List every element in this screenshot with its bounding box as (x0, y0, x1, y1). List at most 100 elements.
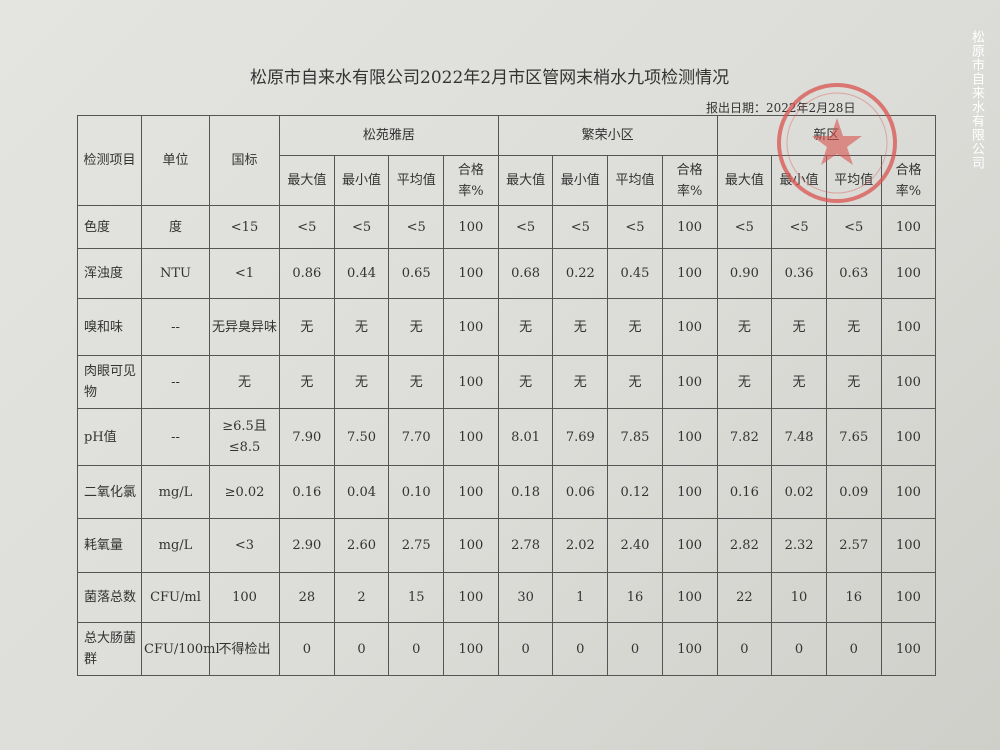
value-cell: 100 (880, 248, 937, 299)
value-cell: 100 (880, 465, 937, 519)
header-metric-2: 最小值 (552, 155, 609, 206)
table-row: 嗅和味 -- 无异臭异味无无无 100 无无无 100 无无无 100 (77, 298, 937, 356)
header-metric-2: 最小值 (333, 155, 390, 206)
value-cell: 2.78 (497, 518, 554, 573)
value-cell: 0.90 (716, 248, 773, 299)
value-cell: 0.63 (825, 248, 882, 299)
row-unit: -- (141, 298, 210, 356)
value-cell: 2.02 (552, 518, 609, 573)
value-cell: 0 (607, 622, 663, 676)
row-item: 肉眼可见物 (77, 355, 142, 409)
watermark-text: 松原市自来水有限公司 (969, 30, 984, 170)
value-cell: 2.32 (771, 518, 827, 573)
row-standard: ≥6.5且≤8.5 (209, 408, 280, 466)
table-row: 总大肠菌群 CFU/100ml 不得检出 0 0 0 100 0 0 0 100 0 0 0 100 (77, 622, 937, 676)
value-cell: 100 (661, 355, 718, 409)
value-cell: 16 (825, 572, 882, 623)
value-cell: 100 (661, 622, 718, 676)
value-cell: 100 (661, 465, 718, 519)
value-cell: <5 (716, 205, 773, 249)
value-cell: 100 (661, 205, 718, 249)
value-cell: 0.16 (279, 465, 335, 519)
value-cell: <5 (825, 205, 882, 249)
value-cell: 无 (497, 298, 554, 356)
value-cell: 2.57 (825, 518, 882, 573)
value-cell: 0.18 (497, 465, 554, 519)
value-cell: 0.44 (333, 248, 390, 299)
header-metric-4: 合格率% (661, 155, 718, 206)
value-cell: 100 (443, 572, 499, 623)
row-item: 浑浊度 (77, 248, 142, 299)
value-cell: 7.50 (333, 408, 390, 466)
report-date: 报出日期：2022年2月28日 (706, 101, 856, 115)
value-cell: 100 (661, 248, 718, 299)
value-cell: 无 (497, 355, 554, 409)
value-cell: 7.90 (279, 408, 335, 466)
value-cell: 无 (771, 355, 827, 409)
inspection-table: 检测项目 单位 国标 松苑雅居 繁荣小区 新区 最大值 最小值 平均值 合格率% 最大值… (77, 115, 937, 676)
header-site-1: 松苑雅居 (279, 115, 499, 156)
value-cell: 22 (716, 572, 773, 623)
row-item: 菌落总数 (77, 572, 142, 623)
value-cell: 2 (333, 572, 390, 623)
row-standard: 无 (209, 355, 280, 409)
header-metric-1: 最大值 (497, 155, 554, 206)
value-cell: 0.02 (771, 465, 827, 519)
row-item: 二氧化氯 (77, 465, 142, 519)
value-cell: 16 (607, 572, 663, 623)
value-cell: 7.65 (825, 408, 882, 466)
value-cell: 无 (279, 298, 335, 356)
value-cell: 100 (880, 572, 937, 623)
value-cell: 100 (443, 298, 499, 356)
table-row: 二氧化氯 mg/L ≥0.02 0.16 0.04 0.10 100 0.18 0.06 0.12… (77, 465, 937, 519)
value-cell: 无 (825, 355, 882, 409)
value-cell: 100 (880, 408, 937, 466)
value-cell: 无 (607, 355, 663, 409)
value-cell: 0 (771, 622, 827, 676)
table-row: 肉眼可见物 -- 无无无无 100 无无无 100 无无无 100 (77, 355, 937, 409)
header-row-sites: 检测项目 单位 国标 松苑雅居 繁荣小区 新区 (77, 115, 937, 206)
row-unit: mg/L (141, 465, 210, 519)
row-unit: -- (141, 355, 210, 409)
value-cell: 0.12 (607, 465, 663, 519)
value-cell: 无 (333, 298, 390, 356)
value-cell: 无 (825, 298, 882, 356)
row-unit: CFU/100ml (141, 622, 220, 676)
header-metric-3: 平均值 (825, 155, 882, 206)
document-title: 松原市自来水有限公司2022年2月市区管网末梢水九项检测情况 (250, 68, 730, 88)
header-metric-2: 最小值 (771, 155, 827, 206)
header-item: 检测项目 (77, 115, 142, 206)
value-cell: 100 (661, 298, 718, 356)
header-metric-1: 最大值 (279, 155, 335, 206)
value-cell: 100 (443, 205, 499, 249)
table-row: pH值 -- ≥6.5且≤8.5 7.90 7.50 7.70 100 8.01 7.69 7.8… (77, 408, 937, 466)
value-cell: 100 (443, 465, 499, 519)
value-cell: 100 (443, 355, 499, 409)
row-unit: CFU/ml (141, 572, 210, 623)
value-cell: 100 (443, 248, 499, 299)
value-cell: 7.48 (771, 408, 827, 466)
row-item: 耗氧量 (77, 518, 142, 573)
row-standard: <15 (209, 205, 280, 249)
value-cell: 0.10 (388, 465, 445, 519)
value-cell: 100 (880, 622, 937, 676)
row-item: 总大肠菌群 (77, 622, 142, 676)
row-unit: -- (141, 408, 210, 466)
row-item: pH值 (77, 408, 142, 466)
value-cell: <5 (333, 205, 390, 249)
value-cell: 无 (552, 355, 609, 409)
value-cell: 8.01 (497, 408, 554, 466)
value-cell: 0 (497, 622, 554, 676)
value-cell: 无 (279, 355, 335, 409)
value-cell: 无 (388, 298, 445, 356)
value-cell: 0 (716, 622, 773, 676)
header-standard: 国标 (209, 115, 280, 206)
value-cell: 100 (880, 298, 937, 356)
value-cell: 0.09 (825, 465, 882, 519)
row-unit: mg/L (141, 518, 210, 573)
value-cell: 100 (661, 408, 718, 466)
value-cell: 28 (279, 572, 335, 623)
value-cell: 无 (552, 298, 609, 356)
value-cell: 100 (880, 205, 937, 249)
value-cell: 2.75 (388, 518, 445, 573)
